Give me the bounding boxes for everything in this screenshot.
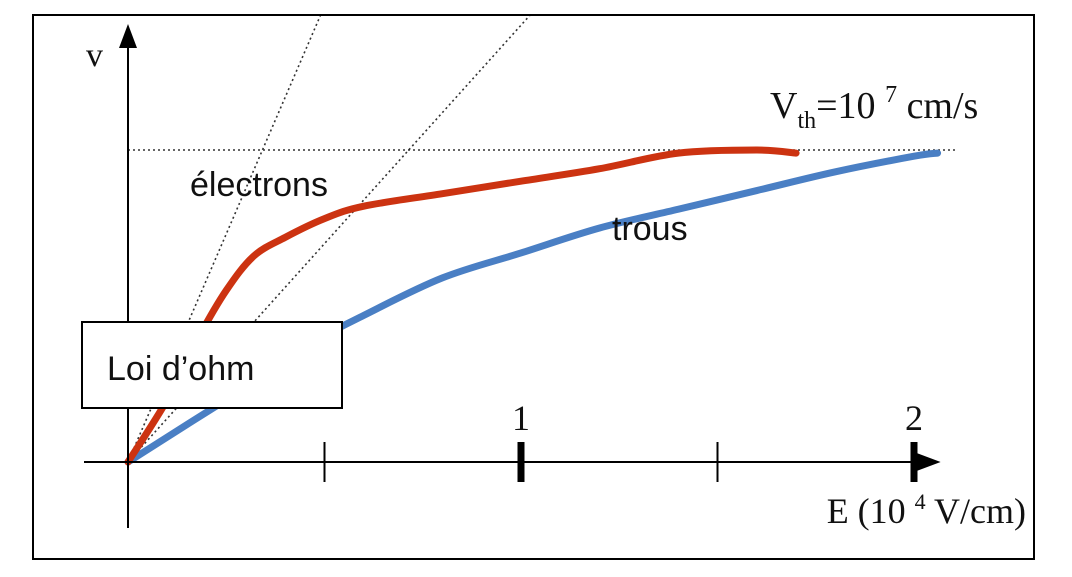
- x-tick-label: 1: [512, 398, 530, 438]
- tangent-line: [127, 16, 531, 463]
- callout-text: Loi d’ohm: [107, 350, 254, 388]
- figure-frame: [32, 14, 1035, 560]
- electrons-label: électrons: [190, 166, 328, 204]
- y-axis-label: v: [86, 37, 103, 74]
- trous-label: trous: [612, 210, 688, 248]
- saturation-velocity-label: Vth=10 7 cm/s: [770, 82, 978, 134]
- x-axis-label: E (10 4 V/cm): [827, 489, 1026, 531]
- ohm-law-callout: Loi d’ohm: [81, 321, 343, 409]
- y-axis-arrow: [119, 24, 137, 48]
- x-tick-label: 2: [905, 398, 923, 438]
- x-axis-arrow: [916, 453, 941, 471]
- callout-box: [81, 321, 343, 409]
